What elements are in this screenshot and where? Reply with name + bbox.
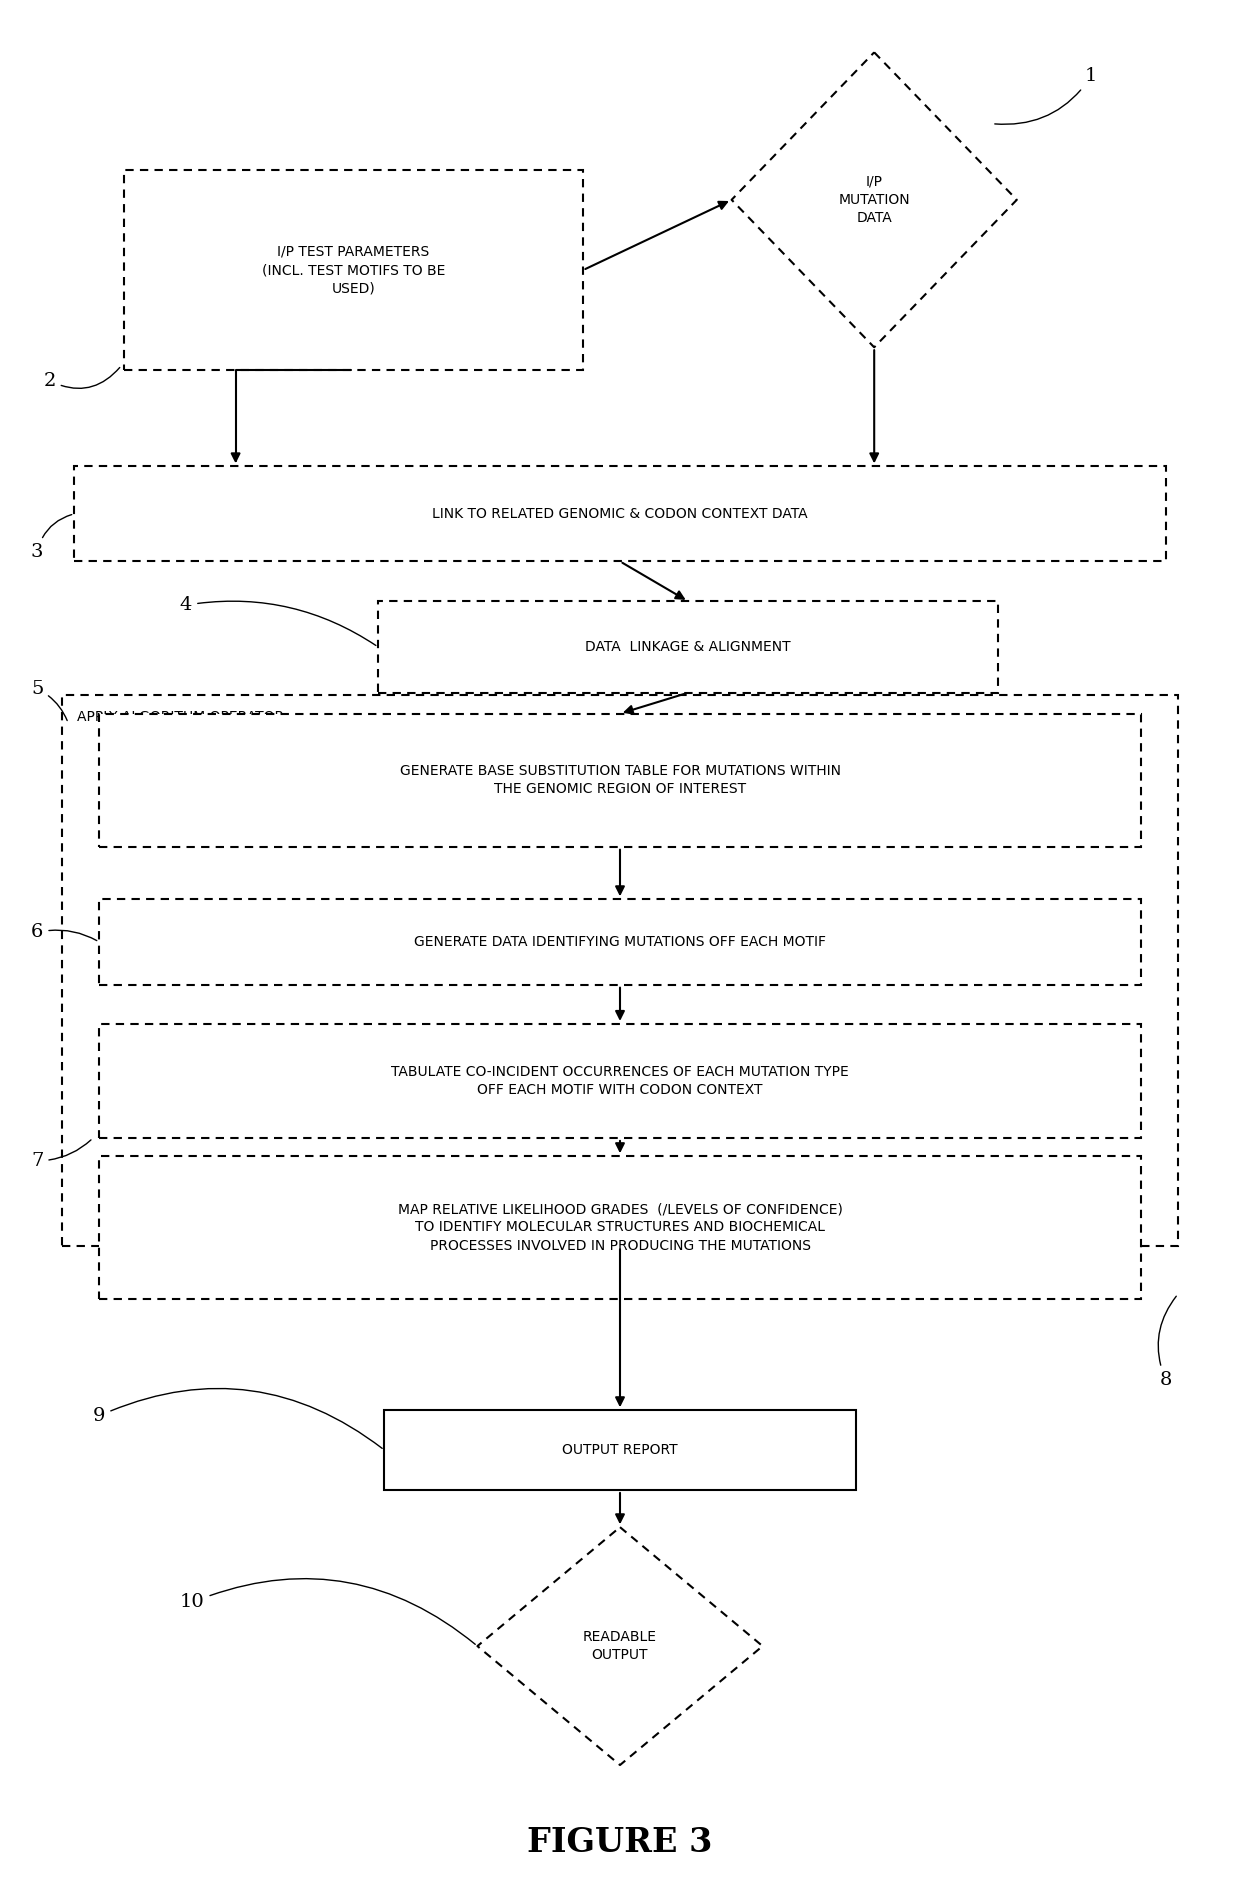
Text: I/P
MUTATION
DATA: I/P MUTATION DATA [838,175,910,225]
Text: 9: 9 [93,1389,382,1448]
Text: FIGURE 3: FIGURE 3 [527,1825,713,1859]
FancyBboxPatch shape [99,1155,1141,1298]
Text: MAP RELATIVE LIKELIHOOD GRADES  (/LEVELS OF CONFIDENCE)
TO IDENTIFY MOLECULAR ST: MAP RELATIVE LIKELIHOOD GRADES (/LEVELS … [398,1203,842,1252]
FancyBboxPatch shape [74,466,1166,561]
Polygon shape [732,51,1017,346]
Text: 1: 1 [994,67,1097,124]
Polygon shape [477,1526,763,1766]
Text: 2: 2 [43,367,120,390]
Text: 3: 3 [31,514,72,561]
FancyBboxPatch shape [99,1024,1141,1138]
FancyBboxPatch shape [378,601,998,693]
Text: 6: 6 [31,923,97,942]
Text: 10: 10 [180,1579,475,1644]
Text: 5: 5 [31,679,67,721]
Text: 8: 8 [1158,1296,1177,1389]
Text: GENERATE DATA IDENTIFYING MUTATIONS OFF EACH MOTIF: GENERATE DATA IDENTIFYING MUTATIONS OFF … [414,934,826,950]
Text: DATA  LINKAGE & ALIGNMENT: DATA LINKAGE & ALIGNMENT [585,639,791,655]
Text: TABULATE CO-INCIDENT OCCURRENCES OF EACH MUTATION TYPE
OFF EACH MOTIF WITH CODON: TABULATE CO-INCIDENT OCCURRENCES OF EACH… [391,1064,849,1098]
Text: READABLE
OUTPUT: READABLE OUTPUT [583,1629,657,1663]
Text: GENERATE BASE SUBSTITUTION TABLE FOR MUTATIONS WITHIN
THE GENOMIC REGION OF INTE: GENERATE BASE SUBSTITUTION TABLE FOR MUT… [399,763,841,797]
Text: 7: 7 [31,1140,91,1170]
Text: OUTPUT REPORT: OUTPUT REPORT [562,1442,678,1458]
FancyBboxPatch shape [99,900,1141,986]
Text: I/P TEST PARAMETERS
(INCL. TEST MOTIFS TO BE
USED): I/P TEST PARAMETERS (INCL. TEST MOTIFS T… [262,245,445,295]
FancyBboxPatch shape [124,171,583,369]
FancyBboxPatch shape [99,714,1141,847]
FancyBboxPatch shape [62,695,1178,1246]
FancyBboxPatch shape [384,1410,856,1490]
Text: LINK TO RELATED GENOMIC & CODON CONTEXT DATA: LINK TO RELATED GENOMIC & CODON CONTEXT … [433,506,807,521]
Text: 4: 4 [180,596,376,645]
Text: APPLY ALGORITHM OPERATOR: APPLY ALGORITHM OPERATOR [77,710,284,723]
